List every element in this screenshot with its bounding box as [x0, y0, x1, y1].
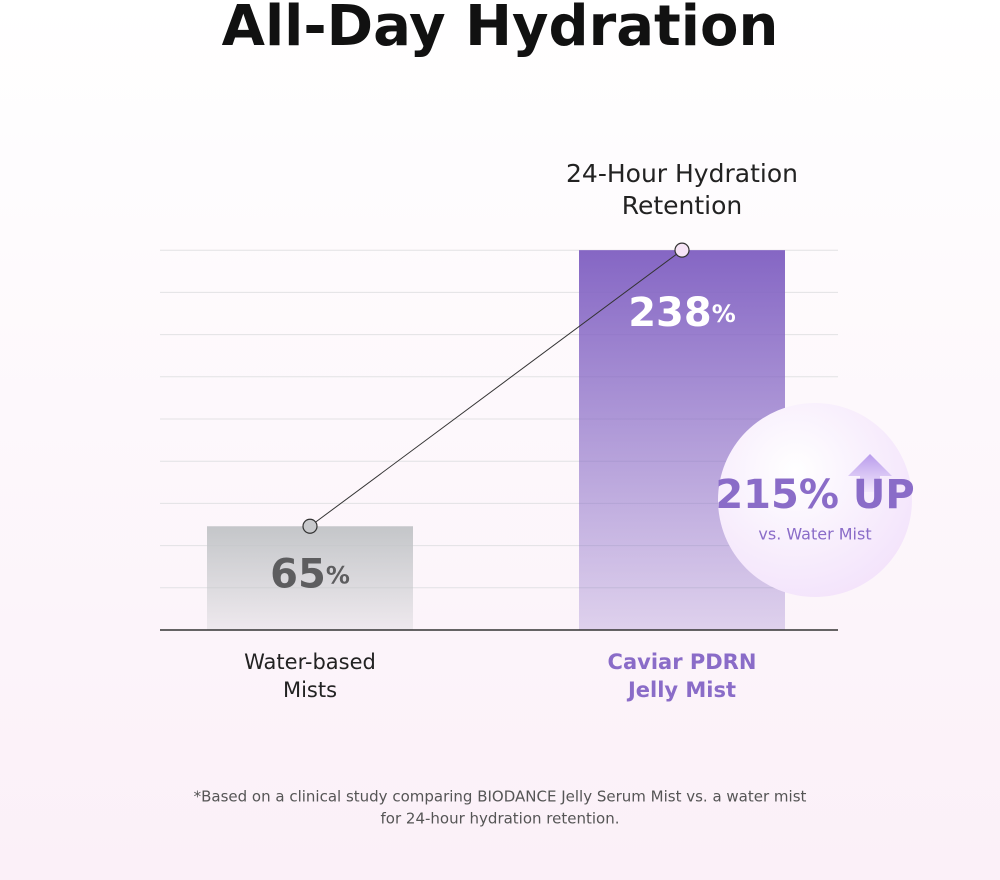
annotation: Retention: [622, 191, 743, 220]
bar: [207, 526, 413, 630]
x-tick-label: Jelly Mist: [626, 678, 736, 702]
badge: 215% UP vs. Water Mist: [715, 403, 915, 597]
footnote: for 24-hour hydration retention.: [381, 810, 620, 828]
footnote: *Based on a clinical study comparing BIO…: [194, 788, 807, 806]
annotation: 24-Hour Hydration: [566, 159, 798, 188]
value-label: 238%: [628, 290, 736, 336]
value-label: 65%: [270, 551, 350, 597]
chart-title: All-Day Hydration: [222, 0, 779, 59]
badge-subtext: vs. Water Mist: [758, 525, 871, 544]
plot: 65% 238%: [160, 250, 838, 631]
point-marker: [674, 242, 690, 258]
x-tick-label: Mists: [283, 678, 337, 702]
up-arrow: [848, 454, 892, 492]
badge-text: 215% UP: [715, 472, 914, 518]
x-tick-label: Water-based: [244, 650, 376, 674]
connector-line: [309, 249, 683, 527]
badge-circle: [718, 403, 912, 597]
point-marker: [302, 518, 318, 534]
x-tick-label: Caviar PDRN: [608, 650, 757, 674]
